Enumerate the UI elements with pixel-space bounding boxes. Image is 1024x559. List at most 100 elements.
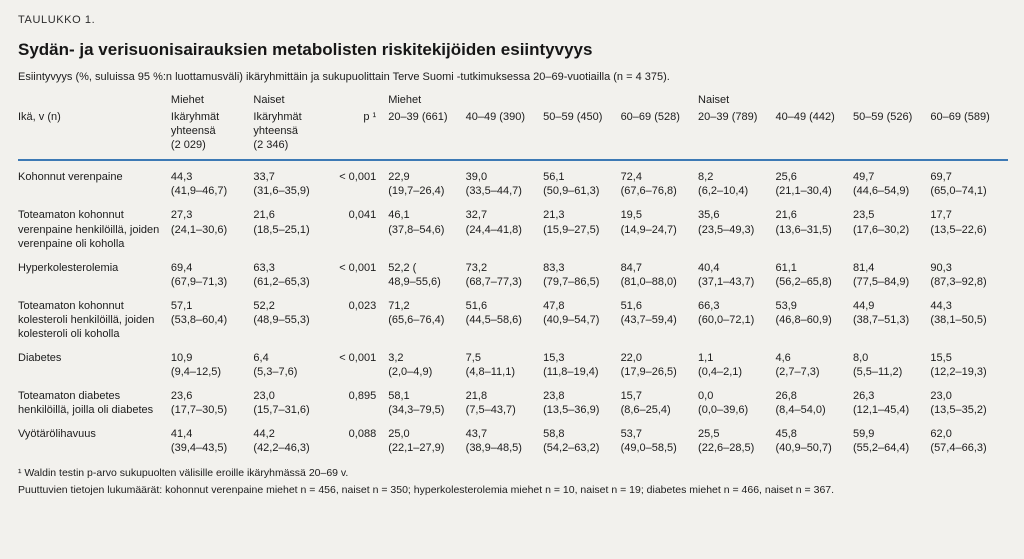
table-cell: 15,7 (8,6–25,4) [621,380,698,418]
cell-confidence-interval: (48,9–55,3) [253,313,310,326]
row-label: Kohonnut verenpaine [18,171,123,184]
table-cell: 83,3 (79,7–86,5) [543,252,620,290]
table-cell: 21,6 (18,5–25,1) [253,199,333,251]
cell-confidence-interval: (0,4–2,1) [698,366,743,379]
table-cell: 46,1 (37,8–54,6) [388,199,465,251]
cell-value: 3,2 [388,352,404,365]
table-cell: 25,6 (21,1–30,4) [776,160,853,199]
cell-value: 8,0 [852,352,869,365]
table-cell: 53,9 (46,8–60,9) [776,290,853,342]
table-cell: 15,5 (12,2–19,3) [930,342,1008,380]
cell-confidence-interval: (17,6–30,2) [852,223,910,236]
footnote-wald-test: ¹ Waldin testin p-arvo sukupuolten välis… [18,466,349,479]
table-cell: 21,3 (15,9–27,5) [543,199,620,251]
table-body: Kohonnut verenpaine 44,3 (41,9–46,7) 33,7 (3… [18,160,1008,456]
table-cell: 56,1 (50,9–61,3) [543,160,620,199]
cell-confidence-interval: (54,2–63,2) [543,442,600,455]
cell-confidence-interval: (68,7–77,3) [465,275,522,288]
table-cell: 22,9 (19,7–26,4) [388,160,465,199]
col-header-men-total: Ikäryhmät yhteensä (2 029) [170,110,254,162]
col-header-men-20-39: 20–39 (661) [388,110,466,162]
table-subtitle: Esiintyvyys (%, suluissa 95 %:n luottamu… [18,71,670,83]
cell-confidence-interval: (37,1–43,7) [698,275,755,288]
cell-confidence-interval: (39,4–43,5) [170,442,228,455]
col-header-women-60-69: 60–69 (589) [930,110,1008,162]
cell-confidence-interval: (23,5–49,3) [698,223,755,236]
col-header-line: 40–49 (390) [465,111,525,124]
prevalence-table: Miehet Naiset Miehet Naiset Ikä, v (n) Ikäryh… [18,93,1008,457]
row-label: Toteamaton kohonnut verenpaine henkilöil… [18,209,160,250]
table-cell: 1,1 (0,4–2,1) [698,342,775,380]
cell-confidence-interval: (67,6–76,8) [620,185,677,198]
col-header-line: Ikä, v (n) [18,111,61,124]
col-header-p-value: p ¹ [333,110,389,162]
cell-confidence-interval: (65,0–74,1) [930,185,987,198]
col-header-men-60-69: 60–69 (528) [620,110,699,162]
col-header-line: 40–49 (442) [775,111,835,124]
cell-value: 33,7 [253,171,275,184]
table-row: Hyperkolesterolemia 69,4 (67,9–71,3) 63,3 (6… [18,252,1008,290]
table-cell: 33,7 (31,6–35,9) [253,160,333,199]
col-header-line: Ikäryhmät [253,111,302,124]
cell-value: 8,2 [698,171,714,184]
cell-value: 32,7 [465,209,488,222]
cell-value: 7,5 [465,352,481,365]
cell-confidence-interval: (44,5–58,6) [465,313,522,326]
table-cell: 44,9 (38,7–51,3) [853,290,930,342]
cell-value: 23,8 [543,390,565,403]
cell-value: 23,0 [253,390,275,403]
p-value-cell: 0,895 [348,390,377,403]
table-row: Diabetes 10,9 (9,4–12,5) 6,4 (5,3–7,6) < 0,00… [18,342,1008,380]
col-header-women-40-49: 40–49 (442) [775,110,853,162]
cell-confidence-interval: (14,9–24,7) [620,223,677,236]
cell-confidence-interval: (56,2–65,8) [775,275,832,288]
col-header-line: 20–39 (789) [698,111,758,124]
group-header-spacer [18,93,171,110]
p-value-cell: < 0,001 [339,261,377,274]
cell-confidence-interval: (41,9–46,7) [170,185,228,198]
table-cell: 40,4 (37,1–43,7) [698,252,775,290]
table-cell: 7,5 (4,8–11,1) [466,342,543,380]
cell-value: 90,3 [930,261,952,274]
col-header-line: p ¹ [363,111,377,124]
cell-value: 52,2 [253,299,275,312]
cell-confidence-interval: (57,4–66,3) [930,442,987,455]
cell-confidence-interval: 48,9–55,6) [388,275,441,288]
cell-confidence-interval: (60,0–72,1) [698,313,755,326]
cell-confidence-interval: (21,1–30,4) [775,185,832,198]
group-header-miehet-1: Miehet [170,94,204,106]
table-cell: 44,2 (42,2–46,3) [253,418,333,456]
table-cell: 69,7 (65,0–74,1) [930,160,1008,199]
cell-confidence-interval: (8,4–54,0) [775,404,826,417]
cell-value: 41,4 [170,428,193,441]
cell-value: 69,4 [170,261,193,274]
col-header-age-label: Ikä, v (n) [18,110,171,162]
table-cell: 59,9 (55,2–64,4) [853,418,930,456]
cell-value: 56,1 [543,171,565,184]
cell-confidence-interval: (2,7–7,3) [775,366,820,379]
group-header-naiset-2: Naiset [253,94,285,106]
cell-value: 21,8 [465,390,488,403]
cell-confidence-interval: (38,9–48,5) [465,442,522,455]
col-header-line: 50–59 (526) [852,111,913,124]
row-label: Vyötärölihavuus [18,428,96,441]
cell-confidence-interval: (17,9–26,5) [620,366,677,379]
cell-value: 23,0 [930,390,952,403]
cell-value: 53,9 [775,299,797,312]
table-cell: 58,8 (54,2–63,2) [543,418,620,456]
row-label: Hyperkolesterolemia [18,261,119,274]
table-cell: 4,6 (2,7–7,3) [776,342,853,380]
cell-confidence-interval: (42,2–46,3) [253,442,310,455]
cell-confidence-interval: (43,7–59,4) [620,313,677,326]
table-cell: 10,9 (9,4–12,5) [171,342,253,380]
group-header-spacer [334,93,388,110]
table-cell: 27,3 (24,1–30,6) [171,199,253,251]
cell-confidence-interval: (18,5–25,1) [253,223,310,236]
table-cell: 52,2 (48,9–55,6) [388,252,465,290]
col-header-men-40-49: 40–49 (390) [465,110,544,162]
col-header-women-50-59: 50–59 (526) [852,110,931,162]
cell-confidence-interval: (15,9–27,5) [543,223,600,236]
cell-value: 15,3 [543,352,565,365]
row-label: Toteamaton diabetes henkilöillä, joilla … [18,390,154,417]
table-cell: 51,6 (44,5–58,6) [466,290,543,342]
